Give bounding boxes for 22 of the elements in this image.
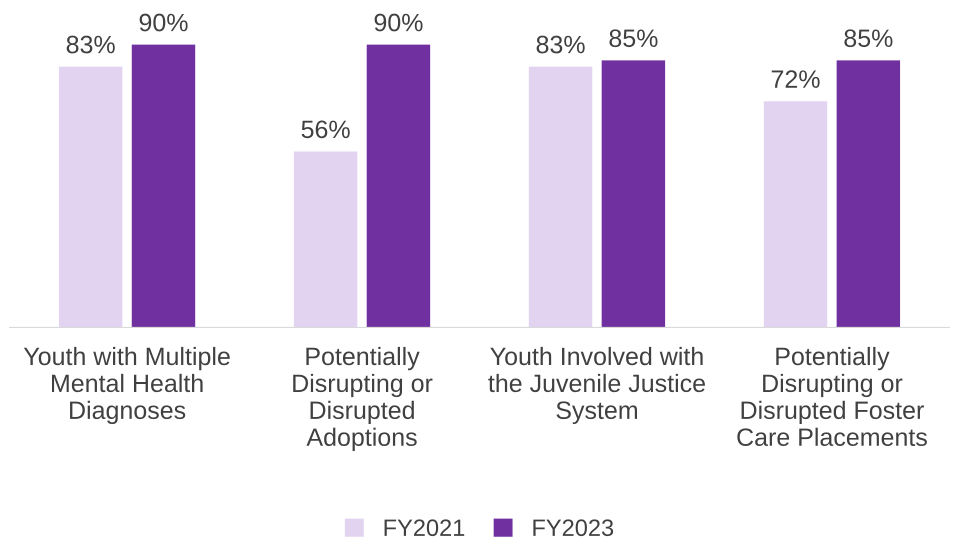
data-label: 90% xyxy=(374,14,423,32)
data-label: 72% xyxy=(772,70,820,88)
bar xyxy=(764,101,828,328)
data-label: 56% xyxy=(302,120,350,138)
bar xyxy=(294,151,358,328)
x-tick-label: Potentially Disrupting or Disrupted Adoptions xyxy=(293,346,432,451)
data-label: 83% xyxy=(536,36,585,54)
legend-label: FY2021 xyxy=(384,519,464,536)
bar xyxy=(132,44,196,328)
data-label: 85% xyxy=(609,29,658,48)
data-label: 90% xyxy=(140,14,188,32)
data-label: 85% xyxy=(844,29,892,48)
data-label: 83% xyxy=(66,36,115,54)
bar xyxy=(528,66,592,328)
bar xyxy=(836,60,900,328)
x-tick-label: Potentially Disrupting or Disrupted Foster Care Placements xyxy=(737,346,927,446)
bar xyxy=(366,44,430,328)
legend-label: FY2023 xyxy=(533,519,614,536)
bar xyxy=(602,60,666,328)
bar xyxy=(58,66,122,328)
x-tick-label: Youth with Multiple Mental Health Diagnoses xyxy=(24,346,230,424)
x-tick-label: Youth Involved with the Juvenile Justice System xyxy=(488,346,705,424)
